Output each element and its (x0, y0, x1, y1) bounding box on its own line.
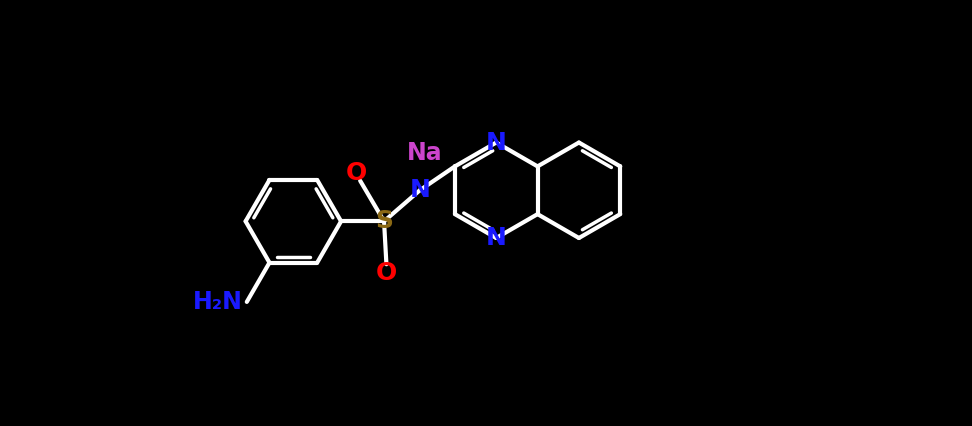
Text: N: N (409, 178, 431, 202)
Text: Na: Na (407, 141, 442, 165)
Text: N: N (486, 130, 506, 155)
Text: H₂N: H₂N (193, 290, 243, 314)
Text: S: S (375, 209, 393, 233)
Text: O: O (346, 161, 367, 185)
Text: O: O (376, 262, 397, 285)
Text: N: N (486, 226, 506, 250)
